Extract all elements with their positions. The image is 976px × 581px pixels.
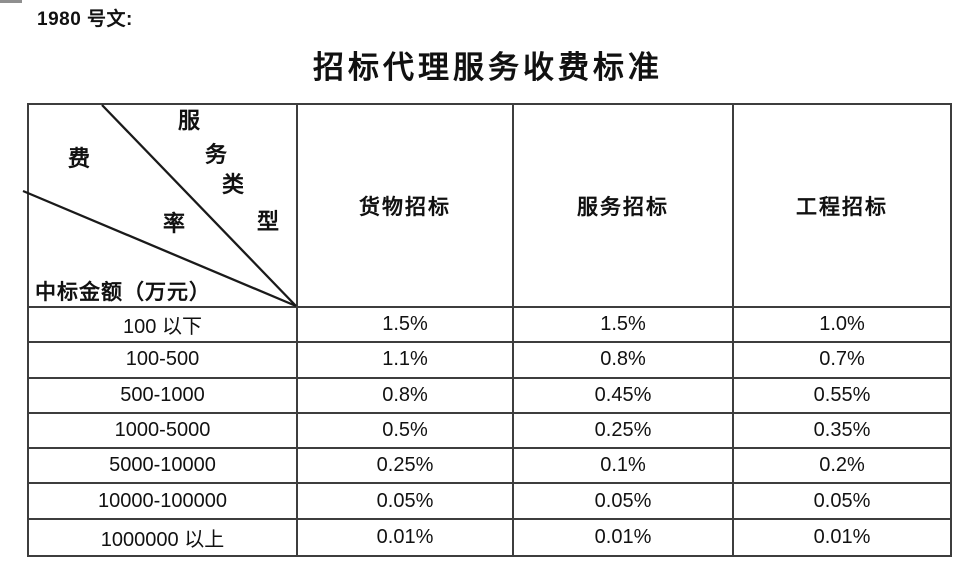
row-label-cell: 1000-5000 <box>29 413 298 450</box>
row-label-cell: 100 以下 <box>29 308 298 344</box>
corner-service-type-char: 务 <box>205 142 228 167</box>
fee-value-cell: 1.5% <box>298 308 514 344</box>
fee-value-cell: 0.7% <box>734 343 950 379</box>
doc-reference: 1980 号文: <box>37 9 133 30</box>
fee-value-cell: 0.01% <box>298 519 514 556</box>
fee-value-cell: 0.01% <box>514 519 734 556</box>
fee-value-cell: 0.2% <box>734 449 950 485</box>
fee-value-cell: 0.55% <box>734 379 950 414</box>
fee-value-cell: 0.45% <box>514 378 734 414</box>
row-label-cell: 10000-100000 <box>29 484 298 520</box>
corner-service-type-char: 型 <box>257 209 280 234</box>
corner-service-type-char: 类 <box>222 172 245 197</box>
fee-value-cell: 0.8% <box>514 343 734 379</box>
diagonal-line-lower <box>22 189 297 308</box>
corner-fee-rate-char: 费 <box>68 146 91 171</box>
corner-fee-rate-char: 率 <box>163 211 186 236</box>
fee-value-cell: 0.25% <box>298 449 514 485</box>
row-label-cell: 500-1000 <box>29 378 298 414</box>
fee-value-cell: 1.5% <box>514 308 734 344</box>
fee-value-cell: 0.05% <box>734 484 950 520</box>
diagonal-line-upper <box>101 104 297 307</box>
fee-value-cell: 0.05% <box>298 484 514 520</box>
page-title: 招标代理服务收费标准 <box>313 50 663 85</box>
table-corner-cell: 服 务 类 型 费 率 中标金额（万元） <box>22 104 298 308</box>
corner-amount-label: 中标金额（万元） <box>35 280 211 304</box>
fee-value-cell: 0.1% <box>514 449 734 485</box>
fee-value-cell: 1.1% <box>298 343 514 379</box>
fee-value-cell: 0.8% <box>298 378 514 414</box>
fee-value-cell: 0.25% <box>514 413 734 450</box>
fee-value-cell: 1.0% <box>734 308 950 344</box>
fee-value-cell: 0.5% <box>298 413 514 450</box>
fee-value-cell: 0.01% <box>813 525 871 548</box>
row-label-cell: 5000-10000 <box>29 449 298 485</box>
fee-value-cell: 0.05% <box>514 484 734 520</box>
fee-table: 服 务 类 型 费 率 中标金额（万元） 货物招标 服务招标 工程招标 100 … <box>22 103 952 558</box>
corner-service-type-char: 服 <box>178 108 201 133</box>
column-header-works-bidding: 工程招标 <box>734 105 950 308</box>
top-left-edge-fragment <box>0 0 22 3</box>
diagonal-divider <box>22 104 297 308</box>
column-header-goods-bidding: 货物招标 <box>298 105 514 308</box>
row-label-cell: 100-500 <box>29 343 298 379</box>
row-label-cell: 1000000 以上 <box>29 519 298 556</box>
column-header-service-bidding: 服务招标 <box>514 105 734 308</box>
fee-value-cell: 0.35% <box>734 414 950 450</box>
